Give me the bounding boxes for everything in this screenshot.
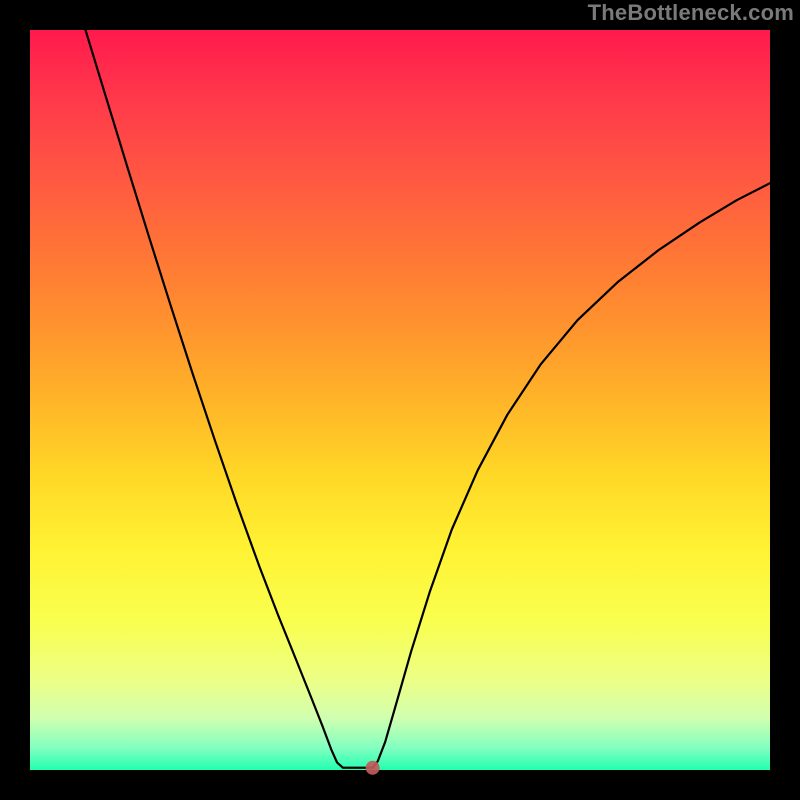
watermark-text: TheBottleneck.com [588, 0, 794, 26]
plot-gradient-bg [30, 30, 770, 770]
bottleneck-curve-plot [0, 0, 800, 800]
figure-container: TheBottleneck.com [0, 0, 800, 800]
optimal-point-marker [366, 761, 380, 775]
